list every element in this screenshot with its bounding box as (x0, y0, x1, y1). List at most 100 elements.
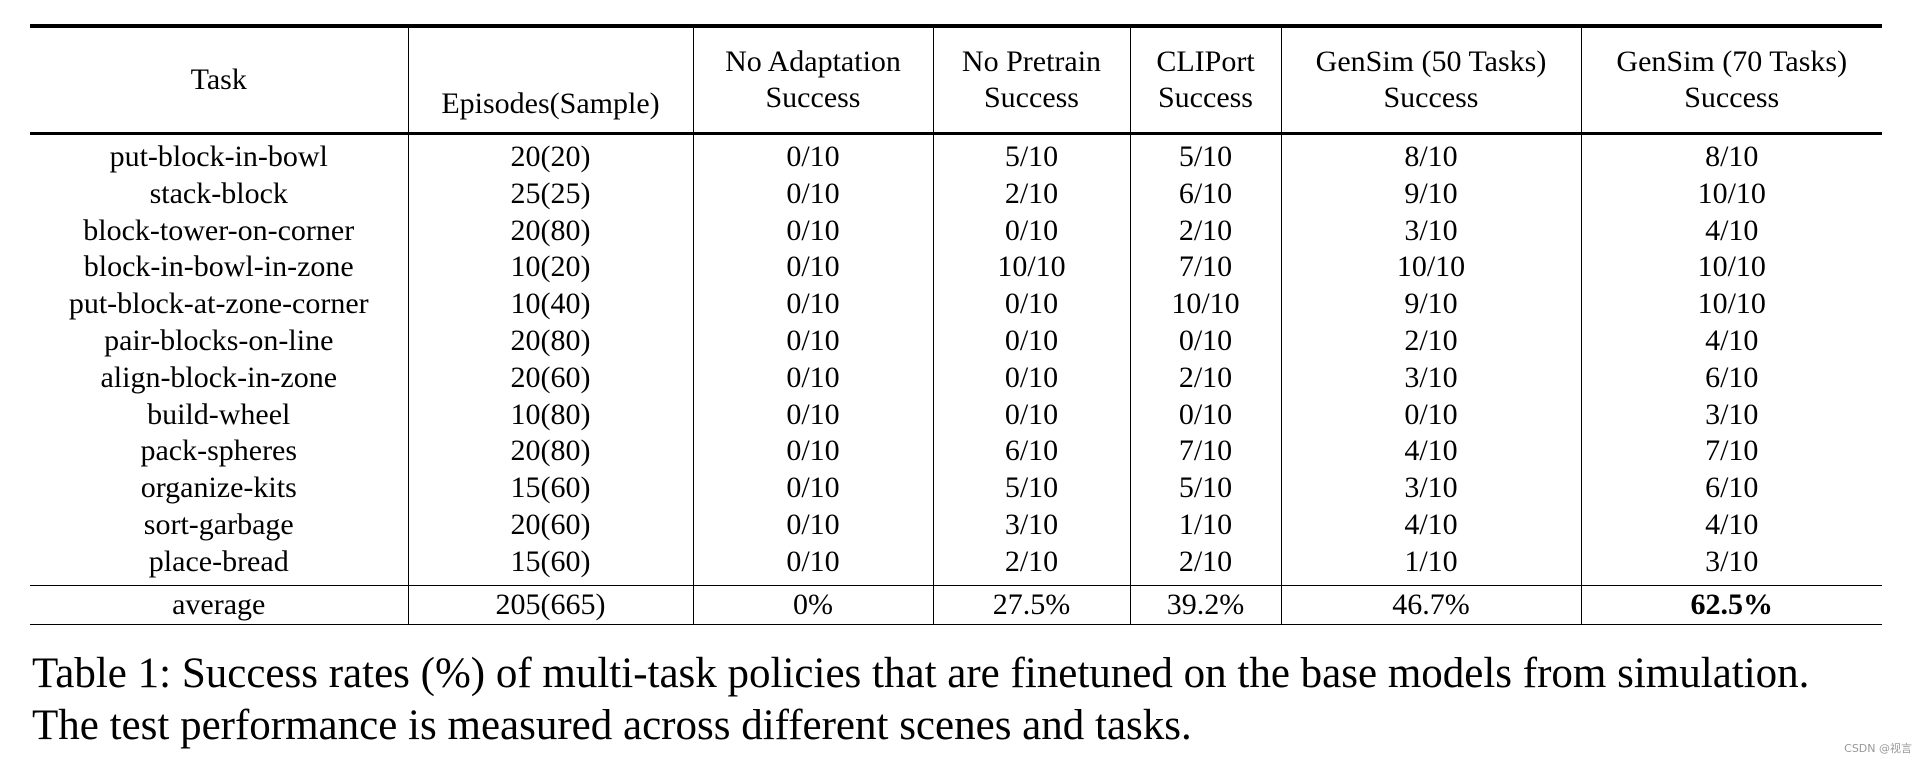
cell-no-pretrain: 10/10 (932, 249, 1130, 287)
cell-episodes: 20(60) (407, 359, 693, 397)
cell-no-adaptation: 0/10 (692, 133, 933, 176)
cell-task: block-in-bowl-in-zone (83, 250, 354, 284)
average-cell-cliport: 39.2% (1129, 585, 1281, 625)
table-row: block-in-bowl-in-zone 10(20) 0/10 10/10 7/10… (30, 249, 1882, 287)
average-cell-gensim-70: 62.5% (1580, 585, 1882, 625)
cell-episodes: 20(80) (407, 322, 693, 360)
cell-gensim-70: 10/10 (1580, 175, 1882, 213)
header-no-pretrain-line2: Success (984, 81, 1079, 114)
header-episodes: Episodes(Sample) (407, 26, 693, 134)
cell-no-adaptation: 0/10 (692, 212, 933, 250)
cell-gensim-50: 4/10 (1280, 506, 1581, 544)
cell-task: stack-block (149, 176, 288, 210)
cell-no-adaptation: 0/10 (692, 543, 933, 586)
table-footer: average 205(665) 0% 27.5% 39.2% 46.7% 62… (30, 585, 1882, 625)
table-row: stack-block 25(25) 0/10 2/10 6/10 9/10 10/10 (30, 175, 1882, 213)
cell-task: block-tower-on-corner (83, 213, 355, 247)
cell-no-adaptation: 0/10 (692, 359, 933, 397)
cell-no-pretrain: 2/10 (932, 543, 1130, 586)
cell-gensim-50: 9/10 (1280, 286, 1581, 323)
header-task-label: Task (190, 63, 247, 96)
table-row: build-wheel 10(80) 0/10 0/10 0/10 0/10 3/10 (30, 396, 1882, 434)
table-row: put-block-in-bowl 20(20) 0/10 5/10 5/10 8/10 8… (30, 133, 1882, 176)
cell-cliport: 7/10 (1129, 433, 1281, 471)
cell-no-adaptation: 0/10 (692, 322, 933, 360)
cell-cliport: 2/10 (1129, 359, 1281, 397)
watermark: CSDN @视言 (1844, 742, 1912, 755)
table-row: place-bread 15(60) 0/10 2/10 2/10 1/10 3/10 (30, 543, 1882, 586)
cell-gensim-70: 4/10 (1580, 212, 1882, 250)
cell-task: build-wheel (147, 397, 291, 431)
cell-gensim-70: 3/10 (1580, 543, 1882, 586)
table-body: put-block-in-bowl 20(20) 0/10 5/10 5/10 8/10 8… (30, 133, 1882, 586)
table-row: align-block-in-zone 20(60) 0/10 0/10 2/10 3/1… (30, 359, 1882, 397)
average-cell-label: average (172, 587, 266, 621)
cell-task: pack-spheres (140, 434, 298, 468)
header-gensim-50: GenSim (50 Tasks) Success (1280, 26, 1581, 134)
cell-episodes: 25(25) (407, 175, 693, 213)
header-gensim-50-line1: GenSim (50 Tasks) (1315, 45, 1547, 78)
header-no-pretrain-line1: No Pretrain (961, 45, 1102, 78)
cell-cliport: 0/10 (1129, 322, 1281, 360)
cell-episodes: 15(60) (407, 470, 693, 507)
cell-gensim-50: 3/10 (1280, 212, 1581, 250)
cell-cliport: 0/10 (1129, 396, 1281, 434)
cell-cliport: 7/10 (1129, 249, 1281, 287)
cell-gensim-50: 8/10 (1280, 133, 1581, 176)
cell-task: put-block-in-bowl (109, 140, 328, 173)
table-row: put-block-at-zone-corner 10(40) 0/10 0/10 10… (30, 286, 1882, 323)
average-cell-gensim-50: 46.7% (1280, 585, 1581, 625)
average-cell-no-pretrain: 27.5% (932, 585, 1130, 625)
cell-no-adaptation: 0/10 (692, 433, 933, 471)
table-row: pack-spheres 20(80) 0/10 6/10 7/10 4/10 7/10 (30, 433, 1882, 471)
cell-cliport: 2/10 (1129, 212, 1281, 250)
table-row: organize-kits 15(60) 0/10 5/10 5/10 3/10 6/10 (30, 470, 1882, 507)
cell-cliport: 5/10 (1129, 133, 1281, 176)
cell-no-pretrain: 5/10 (932, 470, 1130, 507)
header-no-pretrain: No Pretrain Success (932, 26, 1130, 134)
cell-task: put-block-at-zone-corner (68, 287, 369, 321)
cell-no-adaptation: 0/10 (692, 470, 933, 507)
average-cell-no-adaptation: 0% (692, 585, 933, 625)
cell-no-pretrain: 0/10 (932, 286, 1130, 323)
cell-gensim-70: 10/10 (1580, 286, 1882, 323)
results-table-container: Task Episodes(Sample) No Adaptation Succ… (30, 24, 1882, 625)
cell-no-pretrain: 0/10 (932, 359, 1130, 397)
cell-no-pretrain: 0/10 (932, 322, 1130, 360)
cell-cliport: 1/10 (1129, 506, 1281, 544)
cell-episodes: 20(20) (407, 133, 693, 176)
cell-gensim-50: 3/10 (1280, 470, 1581, 507)
caption-line-1: Table 1: Success rates (%) of multi-task… (32, 650, 1810, 697)
cell-gensim-50: 0/10 (1280, 396, 1581, 434)
cell-gensim-50: 3/10 (1280, 359, 1581, 397)
cell-gensim-50: 9/10 (1280, 175, 1581, 213)
cell-cliport: 6/10 (1129, 175, 1281, 213)
table-header: Task Episodes(Sample) No Adaptation Succ… (30, 26, 1882, 134)
cell-task: pair-blocks-on-line (104, 323, 334, 357)
cell-cliport: 2/10 (1129, 543, 1281, 586)
cell-gensim-70: 6/10 (1580, 359, 1882, 397)
cell-no-pretrain: 5/10 (932, 133, 1130, 176)
cell-gensim-50: 2/10 (1280, 322, 1581, 360)
cell-gensim-70: 4/10 (1580, 506, 1882, 544)
table-row: pair-blocks-on-line 20(80) 0/10 0/10 0/10 2/1… (30, 322, 1882, 360)
cell-gensim-70: 8/10 (1580, 133, 1882, 176)
header-no-adaptation: No Adaptation Success (692, 26, 933, 134)
cell-episodes: 15(60) (407, 543, 693, 586)
cell-gensim-70: 7/10 (1580, 433, 1882, 471)
header-episodes-label: Episodes(Sample) (441, 87, 660, 120)
cell-task: sort-garbage (143, 507, 294, 541)
cell-task: place-bread (148, 544, 289, 578)
cell-no-adaptation: 0/10 (692, 286, 933, 323)
cell-gensim-50: 10/10 (1280, 249, 1581, 287)
cell-no-pretrain: 0/10 (932, 212, 1130, 250)
header-cliport-line2: Success (1158, 81, 1253, 114)
cell-gensim-70: 4/10 (1580, 322, 1882, 360)
results-table: Task Episodes(Sample) No Adaptation Succ… (30, 24, 1882, 625)
cell-no-adaptation: 0/10 (692, 396, 933, 434)
cell-cliport: 5/10 (1129, 470, 1281, 507)
cell-cliport: 10/10 (1129, 286, 1281, 323)
cell-episodes: 10(80) (407, 396, 693, 434)
cell-gensim-70: 10/10 (1580, 249, 1882, 287)
header-gensim-70-line1: GenSim (70 Tasks) (1616, 45, 1848, 78)
